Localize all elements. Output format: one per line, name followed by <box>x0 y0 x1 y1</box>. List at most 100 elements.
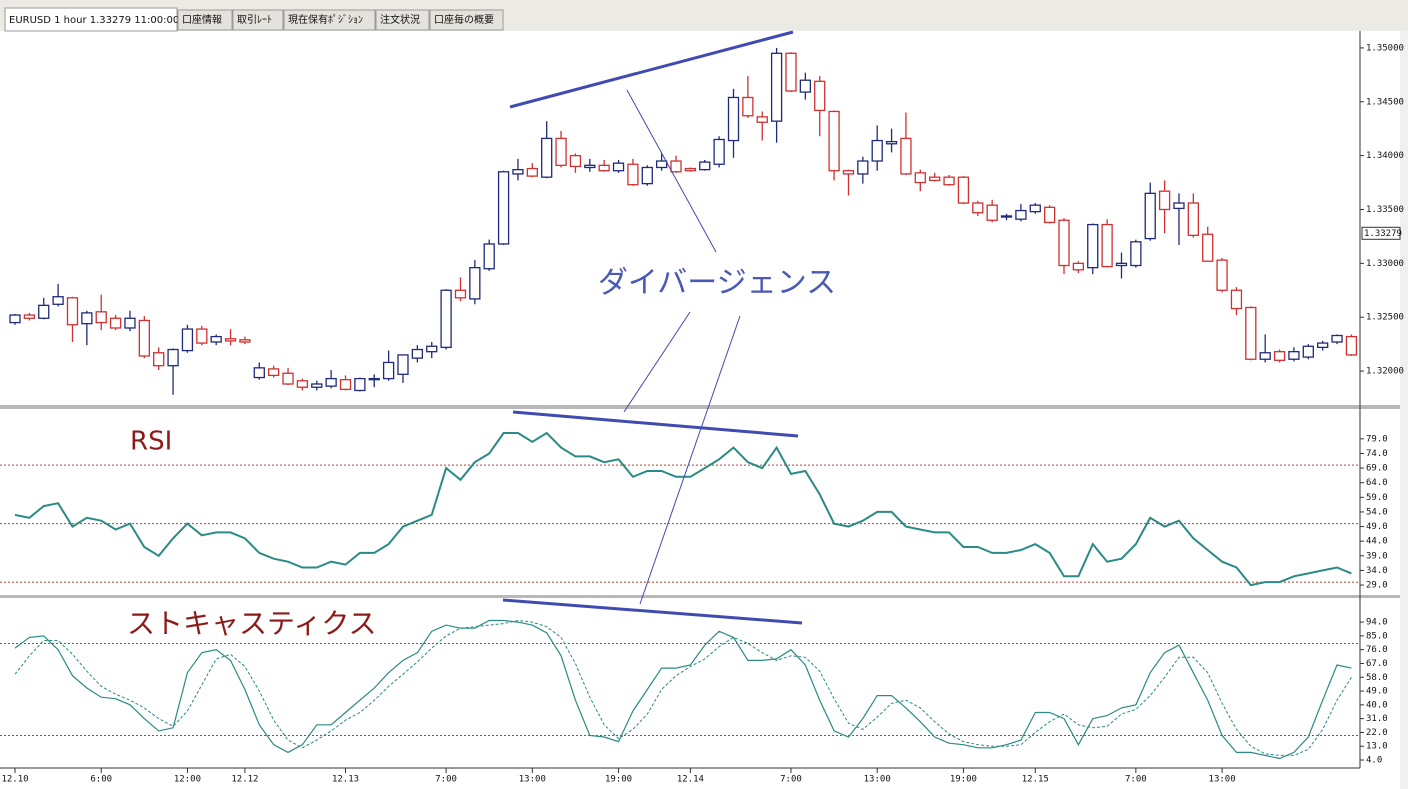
tab-label: 口座毎の概要 <box>434 13 494 26</box>
candle-body <box>1245 306 1257 360</box>
candle <box>684 167 697 172</box>
y-tick-label: 94.0 <box>1366 618 1388 628</box>
candle-body <box>785 52 797 92</box>
tab[interactable]: 取引ﾚｰﾄ <box>232 9 284 31</box>
x-tick-label: 13:00 <box>1209 775 1236 785</box>
candle <box>914 169 926 192</box>
candle <box>670 155 682 173</box>
candle-body <box>268 368 280 377</box>
candle-body <box>81 312 93 325</box>
tab[interactable]: EURUSD 1 hour 1.33279 11:00:00 <box>4 7 179 32</box>
tab-box <box>232 9 284 31</box>
candle <box>1331 334 1343 345</box>
candle-body <box>957 176 970 204</box>
candle-body <box>670 160 682 173</box>
panel-separator <box>0 595 1400 598</box>
y-tick-label: 59.0 <box>1366 493 1388 503</box>
candle-body <box>124 317 136 329</box>
y-tick-label: 22.0 <box>1366 728 1388 738</box>
y-tick-label: 74.0 <box>1366 449 1388 459</box>
candle <box>799 72 811 100</box>
y-tick-label: 1.33000 <box>1366 259 1404 269</box>
candle <box>785 52 797 93</box>
candle <box>871 125 883 171</box>
candle <box>900 112 912 176</box>
candle-body <box>713 138 725 165</box>
candle <box>713 136 725 168</box>
candle-body <box>1216 259 1228 291</box>
candle-body <box>469 267 481 300</box>
candle <box>1259 334 1271 363</box>
x-tick-label: 12.15 <box>1022 775 1049 785</box>
candle-body <box>627 163 639 186</box>
candle <box>95 294 107 331</box>
candle-body <box>612 162 625 172</box>
candle <box>339 375 352 391</box>
x-tick-label: 12.12 <box>231 775 258 785</box>
candle <box>986 199 998 223</box>
divergence-line <box>512 410 799 438</box>
candle <box>957 176 970 205</box>
x-tick-label: 6:00 <box>90 775 112 785</box>
candle-body <box>828 110 840 172</box>
y-tick-label: 1.34000 <box>1366 151 1404 161</box>
candle-body <box>325 377 337 387</box>
candle-body <box>1230 289 1243 310</box>
candle <box>440 289 452 350</box>
candle-body <box>23 314 36 319</box>
y-tick-label: 29.0 <box>1366 581 1388 591</box>
tab[interactable]: 現在保有ﾎﾟｼﾞｼｮﾝ <box>283 9 376 31</box>
candle <box>1187 193 1199 238</box>
candle <box>1230 287 1243 316</box>
right-edge <box>1400 31 1408 789</box>
pointer-line <box>626 89 717 253</box>
candle-body <box>914 172 926 184</box>
candle-body <box>1202 233 1214 262</box>
candle-body <box>354 377 366 392</box>
candle-body <box>497 171 510 245</box>
candle-body <box>1087 223 1099 269</box>
tab[interactable]: 注文状況 <box>375 9 430 31</box>
candle-body <box>311 383 323 388</box>
candle <box>943 175 955 186</box>
y-tick-label: 54.0 <box>1366 507 1388 517</box>
candle-body <box>382 361 395 380</box>
candle-body <box>339 379 352 391</box>
candle <box>497 170 510 246</box>
candle-body <box>1130 241 1142 267</box>
candle <box>382 350 395 381</box>
candle <box>1072 261 1085 274</box>
candle-body <box>742 96 754 117</box>
candle <box>1144 182 1156 241</box>
tab[interactable]: 口座情報 <box>177 9 233 31</box>
candle-body <box>900 137 912 175</box>
panel-title: ストキャスティクス <box>127 607 376 640</box>
y-tick-label: 1.32000 <box>1366 367 1404 377</box>
candle-body <box>1259 352 1271 360</box>
x-tick-label: 12.10 <box>1 775 28 785</box>
candle-body <box>1000 215 1013 218</box>
candle <box>167 348 179 395</box>
candle <box>109 315 122 331</box>
candle-body <box>253 367 265 379</box>
candle <box>742 75 754 118</box>
divergence-line <box>502 598 803 625</box>
candle <box>282 367 294 386</box>
tab-label: 口座情報 <box>182 13 222 26</box>
candle <box>38 297 50 320</box>
tab[interactable]: 口座毎の概要 <box>429 9 504 31</box>
y-tick-label: 69.0 <box>1366 464 1388 474</box>
candle-body <box>1173 202 1185 210</box>
x-tick-label: 12:00 <box>174 775 201 785</box>
candle-body <box>368 377 380 381</box>
x-tick-label: 13:00 <box>864 775 891 785</box>
y-tick-label: 1.32500 <box>1366 313 1404 323</box>
candle-body <box>1158 190 1171 211</box>
candle <box>1302 344 1314 360</box>
candle <box>138 316 150 359</box>
candle <box>828 110 840 181</box>
candle <box>541 121 553 179</box>
candle <box>1000 213 1013 221</box>
candle-body <box>1331 334 1343 343</box>
